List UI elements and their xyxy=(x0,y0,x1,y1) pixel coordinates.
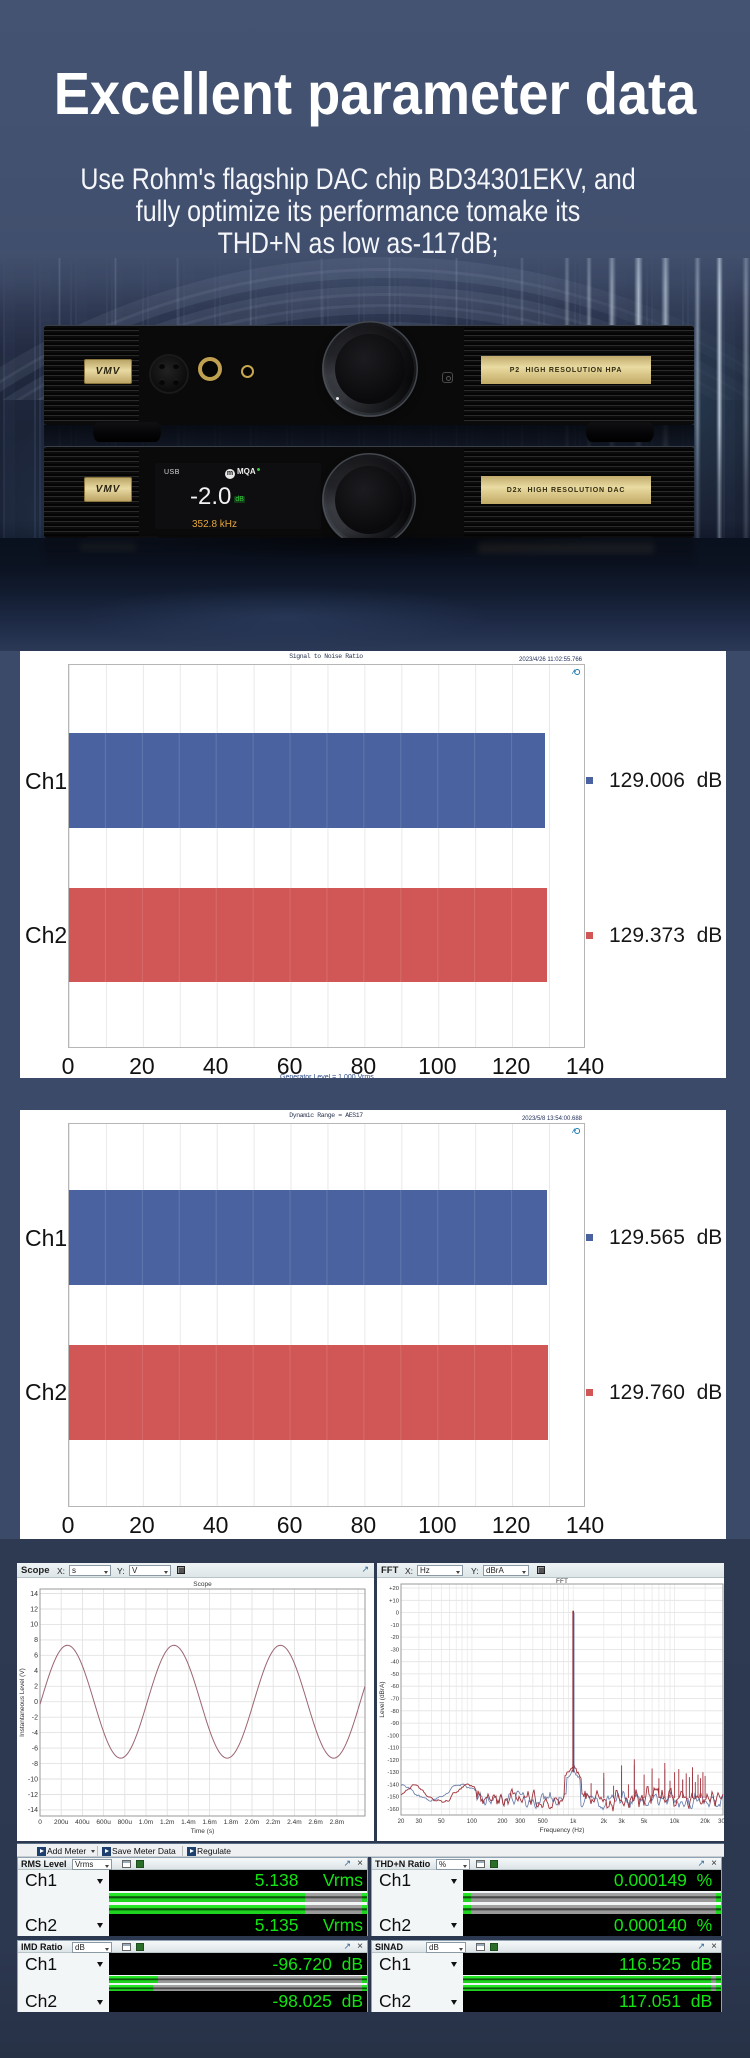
svg-text:500: 500 xyxy=(538,1819,549,1825)
svg-text:5k: 5k xyxy=(641,1819,648,1825)
svg-text:1.0m: 1.0m xyxy=(139,1819,153,1826)
svg-text:12: 12 xyxy=(30,1606,38,1613)
svg-text:+20: +20 xyxy=(389,1586,399,1592)
svg-text:-20: -20 xyxy=(391,1635,399,1641)
svg-text:50: 50 xyxy=(438,1819,445,1825)
svg-text:Instantaneous Level (V): Instantaneous Level (V) xyxy=(19,1668,26,1737)
svg-text:1k: 1k xyxy=(570,1819,577,1825)
svg-text:-4: -4 xyxy=(32,1730,38,1737)
svg-text:-14: -14 xyxy=(28,1807,38,1814)
svg-text:3k: 3k xyxy=(618,1819,625,1825)
svg-text:1.2m: 1.2m xyxy=(160,1819,174,1826)
svg-text:FFT: FFT xyxy=(556,1578,568,1585)
svg-text:1.8m: 1.8m xyxy=(224,1819,238,1826)
svg-text:+10: +10 xyxy=(389,1598,399,1604)
svg-text:200u: 200u xyxy=(54,1819,69,1826)
svg-text:-30: -30 xyxy=(391,1647,399,1653)
svg-text:200: 200 xyxy=(497,1819,508,1825)
svg-text:8: 8 xyxy=(34,1637,38,1644)
svg-text:Frequency (Hz): Frequency (Hz) xyxy=(540,1827,585,1834)
svg-text:Level (dBrA): Level (dBrA) xyxy=(379,1681,386,1717)
svg-text:4: 4 xyxy=(34,1668,38,1675)
svg-text:0: 0 xyxy=(38,1819,42,1826)
svg-text:-2: -2 xyxy=(32,1715,38,1722)
svg-text:-10: -10 xyxy=(391,1623,399,1629)
svg-text:30: 30 xyxy=(416,1819,423,1825)
svg-text:-10: -10 xyxy=(28,1776,38,1783)
svg-text:100: 100 xyxy=(467,1819,478,1825)
svg-text:-60: -60 xyxy=(391,1684,399,1690)
svg-text:2: 2 xyxy=(34,1684,38,1691)
svg-text:2.6m: 2.6m xyxy=(308,1819,322,1826)
svg-text:20: 20 xyxy=(398,1819,405,1825)
svg-text:-150: -150 xyxy=(387,1795,399,1801)
svg-text:-90: -90 xyxy=(391,1721,399,1727)
svg-text:2.2m: 2.2m xyxy=(266,1819,280,1826)
svg-text:300: 300 xyxy=(515,1819,526,1825)
svg-text:1.4m: 1.4m xyxy=(181,1819,195,1826)
svg-text:-70: -70 xyxy=(391,1697,399,1703)
svg-text:1.6m: 1.6m xyxy=(202,1819,216,1826)
svg-text:Scope: Scope xyxy=(193,1581,212,1588)
svg-text:-8: -8 xyxy=(32,1761,38,1768)
svg-text:10k: 10k xyxy=(670,1819,681,1825)
svg-text:20k: 20k xyxy=(700,1819,711,1825)
svg-text:600u: 600u xyxy=(96,1819,111,1826)
svg-text:2.0m: 2.0m xyxy=(245,1819,259,1826)
svg-text:2k: 2k xyxy=(601,1819,608,1825)
svg-text:-110: -110 xyxy=(388,1746,399,1752)
svg-text:-160: -160 xyxy=(387,1807,399,1813)
svg-text:0: 0 xyxy=(34,1699,38,1706)
svg-text:-40: -40 xyxy=(391,1660,399,1666)
svg-text:-80: -80 xyxy=(391,1709,399,1715)
svg-text:10: 10 xyxy=(30,1622,38,1629)
svg-text:0: 0 xyxy=(396,1611,399,1617)
svg-text:30k: 30k xyxy=(718,1819,724,1825)
svg-text:800u: 800u xyxy=(118,1819,133,1826)
svg-text:2.8m: 2.8m xyxy=(330,1819,344,1826)
svg-text:14: 14 xyxy=(30,1591,38,1598)
svg-text:6: 6 xyxy=(34,1653,38,1660)
svg-text:2.4m: 2.4m xyxy=(287,1819,301,1826)
svg-text:Time (s): Time (s) xyxy=(191,1828,215,1835)
svg-text:-120: -120 xyxy=(387,1758,399,1764)
svg-text:400u: 400u xyxy=(75,1819,90,1826)
svg-text:-6: -6 xyxy=(32,1745,38,1752)
svg-text:-12: -12 xyxy=(28,1792,38,1799)
svg-text:-100: -100 xyxy=(387,1733,399,1739)
svg-text:-140: -140 xyxy=(387,1782,399,1788)
svg-text:-50: -50 xyxy=(391,1672,399,1678)
svg-text:-130: -130 xyxy=(387,1770,399,1776)
